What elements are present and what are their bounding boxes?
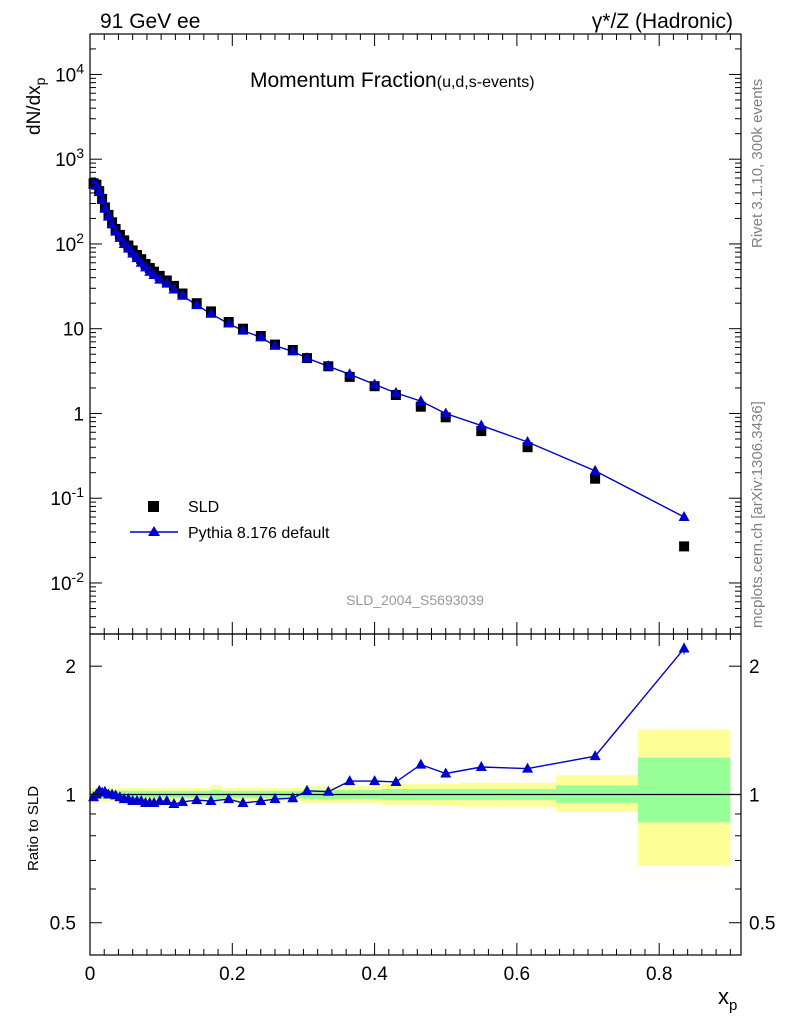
ratio-pythia-point bbox=[301, 784, 313, 795]
ratio-pythia-point bbox=[440, 767, 452, 778]
ratio-plot-frame bbox=[89, 633, 742, 956]
ratio-band-inner bbox=[637, 757, 731, 823]
pythia-point bbox=[369, 378, 381, 389]
ratio-pythia-point bbox=[223, 793, 235, 804]
ratio-panel: 0 0.2 0.4 0.6 0.8 0.5 0.5 1 1 2 2 Ratio to SLD bbox=[25, 633, 775, 985]
x-tick-label: 0.2 bbox=[219, 964, 245, 985]
sld-data-point bbox=[679, 541, 690, 552]
pythia-point bbox=[176, 289, 188, 300]
sld-data-point bbox=[476, 426, 487, 437]
ratio-pythia-point bbox=[168, 797, 180, 808]
pythia-point bbox=[440, 407, 452, 418]
pythia-point bbox=[522, 436, 534, 447]
pythia-point bbox=[106, 218, 118, 229]
legend-marker-pythia bbox=[148, 526, 160, 536]
main-y-tick-label: 10 bbox=[63, 320, 84, 341]
x-tick-label: 0.4 bbox=[361, 964, 388, 985]
ratio-y-tick-label: 1 bbox=[65, 785, 76, 806]
pythia-point bbox=[161, 277, 173, 288]
ratio-pythia-point bbox=[390, 775, 402, 786]
ratio-pythia-point bbox=[154, 795, 166, 806]
sld-data-point bbox=[522, 442, 533, 453]
x-tick-label: 0.8 bbox=[646, 964, 672, 985]
main-title: Momentum Fraction(u,d,s-events) bbox=[250, 69, 535, 92]
pythia-point bbox=[110, 225, 122, 236]
pythia-point bbox=[237, 324, 249, 335]
ratio-pythia-point bbox=[269, 793, 281, 804]
legend-marker-sld bbox=[148, 501, 159, 512]
ratio-pythia-point bbox=[344, 775, 356, 786]
pythia-point bbox=[148, 269, 160, 280]
header-right: γ*/Z (Hadronic) bbox=[592, 10, 733, 33]
sld-data-point bbox=[590, 473, 601, 484]
pythia-point bbox=[269, 339, 281, 350]
pythia-point bbox=[93, 186, 105, 197]
legend-label-pythia: Pythia 8.176 default bbox=[188, 525, 330, 542]
pythia-point bbox=[96, 194, 108, 205]
main-y-axis-label: dN/dxp bbox=[24, 77, 48, 135]
pythia-point bbox=[301, 352, 313, 363]
main-plot-frame bbox=[89, 33, 742, 635]
pythia-point bbox=[344, 368, 356, 379]
ratio-pythia-point bbox=[475, 760, 487, 771]
mcplots-label: mcplots.cern.ch [arXiv:1306.3436] bbox=[749, 401, 766, 628]
pythia-point bbox=[168, 283, 180, 294]
pythia-point bbox=[154, 273, 166, 284]
pythia-point bbox=[322, 360, 334, 371]
ratio-pythia-point bbox=[255, 795, 267, 806]
pythia-point bbox=[191, 299, 203, 310]
legend: SLD Pythia 8.176 default bbox=[130, 499, 330, 542]
sld-data-point bbox=[415, 401, 426, 412]
pythia-point bbox=[589, 464, 601, 475]
pythia-point bbox=[390, 386, 402, 397]
pythia-point bbox=[114, 231, 126, 242]
legend-label-sld: SLD bbox=[188, 499, 219, 516]
ratio-pythia-point bbox=[415, 758, 427, 769]
pythia-point bbox=[475, 419, 487, 430]
ratio-y-tick-label: 2 bbox=[65, 657, 76, 678]
ratio-pythia-point bbox=[589, 750, 601, 761]
watermark-analysis-id: SLD_2004_S5693039 bbox=[346, 592, 484, 608]
ratio-pythia-point bbox=[369, 775, 381, 786]
ratio-pythia-point bbox=[237, 796, 249, 807]
x-tick-label: 0 bbox=[85, 964, 96, 985]
main-y-tick-label: 10-2 bbox=[50, 569, 84, 595]
pythia-point bbox=[205, 307, 217, 318]
pythia-point bbox=[122, 242, 134, 253]
x-axis-label: xp bbox=[718, 984, 737, 1014]
ratio-y-tick-label-right: 2 bbox=[749, 657, 760, 678]
main-y-tick-label: 102 bbox=[55, 230, 84, 256]
ratio-pythia-point bbox=[205, 795, 217, 806]
ratio-pythia-point bbox=[191, 794, 203, 805]
ratio-y-tick-label-right: 1 bbox=[749, 785, 760, 806]
main-y-tick-label: 1 bbox=[73, 404, 84, 425]
ratio-pythia-point bbox=[161, 795, 173, 806]
ratio-y-axis-label: Ratio to SLD bbox=[25, 786, 42, 871]
main-panel: 10-2 10-1 1 10 102 103 104 Momentum Fraction(u… bbox=[24, 33, 742, 635]
pythia-point bbox=[255, 331, 267, 342]
rivet-version-label: Rivet 3.1.10, 300k events bbox=[749, 79, 766, 248]
ratio-y-tick-label: 0.5 bbox=[50, 914, 76, 935]
ratio-pythia-point bbox=[176, 796, 188, 807]
main-y-tick-label: 10-1 bbox=[50, 484, 84, 510]
pythia-point bbox=[287, 345, 299, 356]
pythia-point bbox=[678, 511, 690, 522]
pythia-point bbox=[102, 210, 114, 221]
ratio-pythia-point bbox=[522, 762, 534, 773]
main-y-tick-label: 103 bbox=[55, 145, 84, 171]
x-tick-label: 0.6 bbox=[504, 964, 530, 985]
header-left: 91 GeV ee bbox=[100, 10, 200, 33]
pythia-point bbox=[99, 202, 111, 213]
ratio-y-tick-label-right: 0.5 bbox=[749, 914, 775, 935]
pythia-point bbox=[415, 395, 427, 406]
pythia-point bbox=[223, 317, 235, 328]
ratio-pythia-point bbox=[322, 785, 334, 796]
ratio-pythia-point bbox=[287, 792, 299, 803]
main-y-tick-label: 104 bbox=[55, 60, 84, 86]
